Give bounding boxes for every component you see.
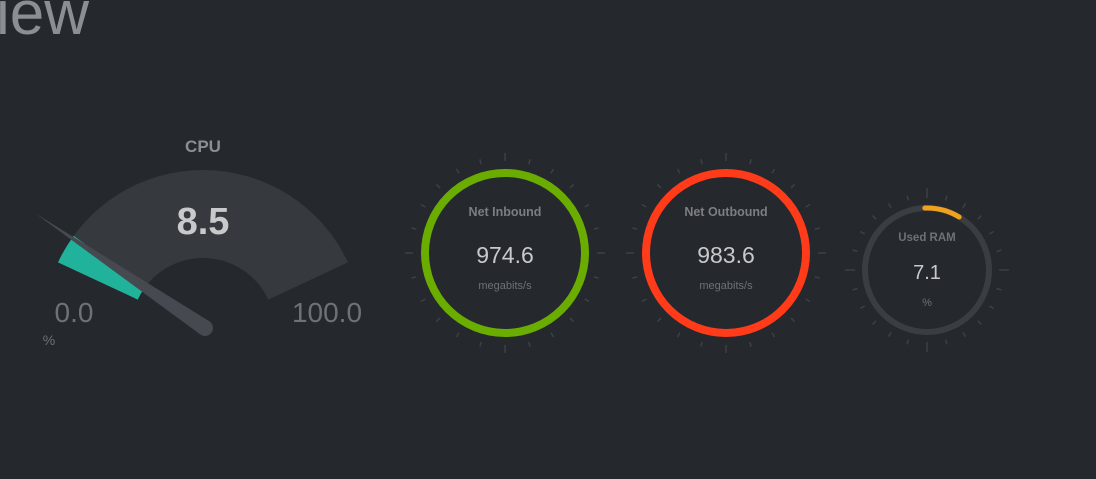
cpu-gauge-track	[57, 170, 349, 300]
used-ram-tick	[906, 339, 910, 345]
used-ram-ticks	[845, 188, 1009, 352]
used-ram-tick	[988, 230, 995, 235]
net-outbound-gauge: Net Outbound 983.6 megabits/s	[626, 153, 826, 353]
net-outbound-tick	[790, 317, 796, 323]
net-inbound-gauge: Net Inbound 974.6 megabits/s	[405, 153, 605, 353]
net-inbound-tick	[455, 168, 460, 174]
net-inbound-ring	[421, 169, 589, 337]
net-inbound-unit: megabits/s	[478, 280, 532, 292]
net-inbound-tick	[584, 298, 590, 303]
net-inbound-tick	[550, 168, 555, 174]
net-inbound-tick	[411, 227, 417, 230]
net-outbound-tick	[749, 159, 752, 165]
used-ram-tick	[996, 249, 1002, 253]
cpu-min-label: 0.0	[55, 297, 94, 328]
net-inbound-tick	[569, 183, 575, 189]
used-ram-tick	[859, 230, 866, 235]
used-ram-label: Used RAM	[898, 232, 956, 244]
net-inbound-value: 974.6	[476, 242, 534, 268]
net-outbound-tick	[656, 183, 662, 189]
used-ram-tick	[906, 195, 910, 201]
used-ram-tick	[872, 215, 877, 220]
net-outbound-tick	[814, 227, 820, 230]
cpu-label: CPU	[185, 137, 221, 156]
net-inbound-tick	[411, 276, 417, 279]
cpu-gauge-needle	[35, 213, 210, 335]
used-ram-tick	[944, 195, 948, 201]
net-outbound-ring	[642, 169, 810, 337]
used-ram-tick	[872, 320, 877, 325]
net-inbound-tick	[584, 203, 590, 208]
used-ram-tick	[962, 202, 967, 209]
page-title: iew	[0, 0, 90, 48]
net-outbound-value: 983.6	[697, 242, 755, 268]
used-ram-unit: %	[922, 297, 932, 309]
net-outbound-tick	[814, 276, 820, 279]
used-ram-tick	[852, 287, 858, 291]
used-ram-tick	[988, 305, 995, 310]
net-inbound-tick	[479, 159, 482, 165]
net-outbound-tick	[771, 168, 776, 174]
used-ram-tick	[852, 249, 858, 253]
used-ram-value: 7.1	[913, 262, 941, 284]
cpu-max-label: 100.0	[292, 297, 362, 328]
net-outbound-tick	[656, 317, 662, 323]
net-inbound-tick	[528, 341, 531, 347]
net-inbound-tick	[455, 332, 460, 338]
net-outbound-tick	[632, 227, 638, 230]
cpu-unit: %	[43, 332, 55, 348]
net-inbound-tick	[420, 298, 426, 303]
net-outbound-tick	[749, 341, 752, 347]
net-inbound-ticks	[405, 153, 605, 353]
net-outbound-tick	[805, 298, 811, 303]
net-outbound-tick	[771, 332, 776, 338]
cpu-needle-pivot	[197, 320, 213, 336]
cpu-gauge: CPU 8.5 0.0 100.0 %	[35, 137, 362, 348]
net-outbound-label: Net Outbound	[684, 205, 767, 219]
net-outbound-tick	[700, 159, 703, 165]
net-outbound-unit: megabits/s	[699, 280, 753, 292]
net-outbound-tick	[641, 298, 647, 303]
net-inbound-tick	[550, 332, 555, 338]
net-outbound-ticks	[626, 153, 826, 353]
used-ram-tick	[996, 287, 1002, 291]
net-inbound-tick	[420, 203, 426, 208]
net-inbound-tick	[528, 159, 531, 165]
used-ram-tick	[977, 320, 982, 325]
cpu-value: 8.5	[177, 201, 230, 243]
used-ram-tick	[962, 331, 967, 338]
used-ram-arc	[922, 205, 962, 220]
used-ram-tick	[977, 215, 982, 220]
used-ram-tick	[944, 339, 948, 345]
net-outbound-tick	[790, 183, 796, 189]
used-ram-tick	[887, 202, 892, 209]
used-ram-gauge: Used RAM 7.1 %	[845, 188, 1009, 352]
net-outbound-tick	[676, 168, 681, 174]
used-ram-tick	[887, 331, 892, 338]
net-outbound-tick	[676, 332, 681, 338]
net-inbound-label: Net Inbound	[469, 205, 542, 219]
used-ram-tick	[859, 305, 866, 310]
net-outbound-tick	[641, 203, 647, 208]
cpu-gauge-fill	[57, 235, 145, 300]
net-outbound-tick	[805, 203, 811, 208]
net-outbound-tick	[700, 341, 703, 347]
net-inbound-tick	[593, 276, 599, 279]
net-inbound-tick	[435, 317, 441, 323]
net-inbound-tick	[569, 317, 575, 323]
net-inbound-tick	[593, 227, 599, 230]
net-outbound-tick	[632, 276, 638, 279]
net-inbound-tick	[435, 183, 441, 189]
net-inbound-tick	[479, 341, 482, 347]
